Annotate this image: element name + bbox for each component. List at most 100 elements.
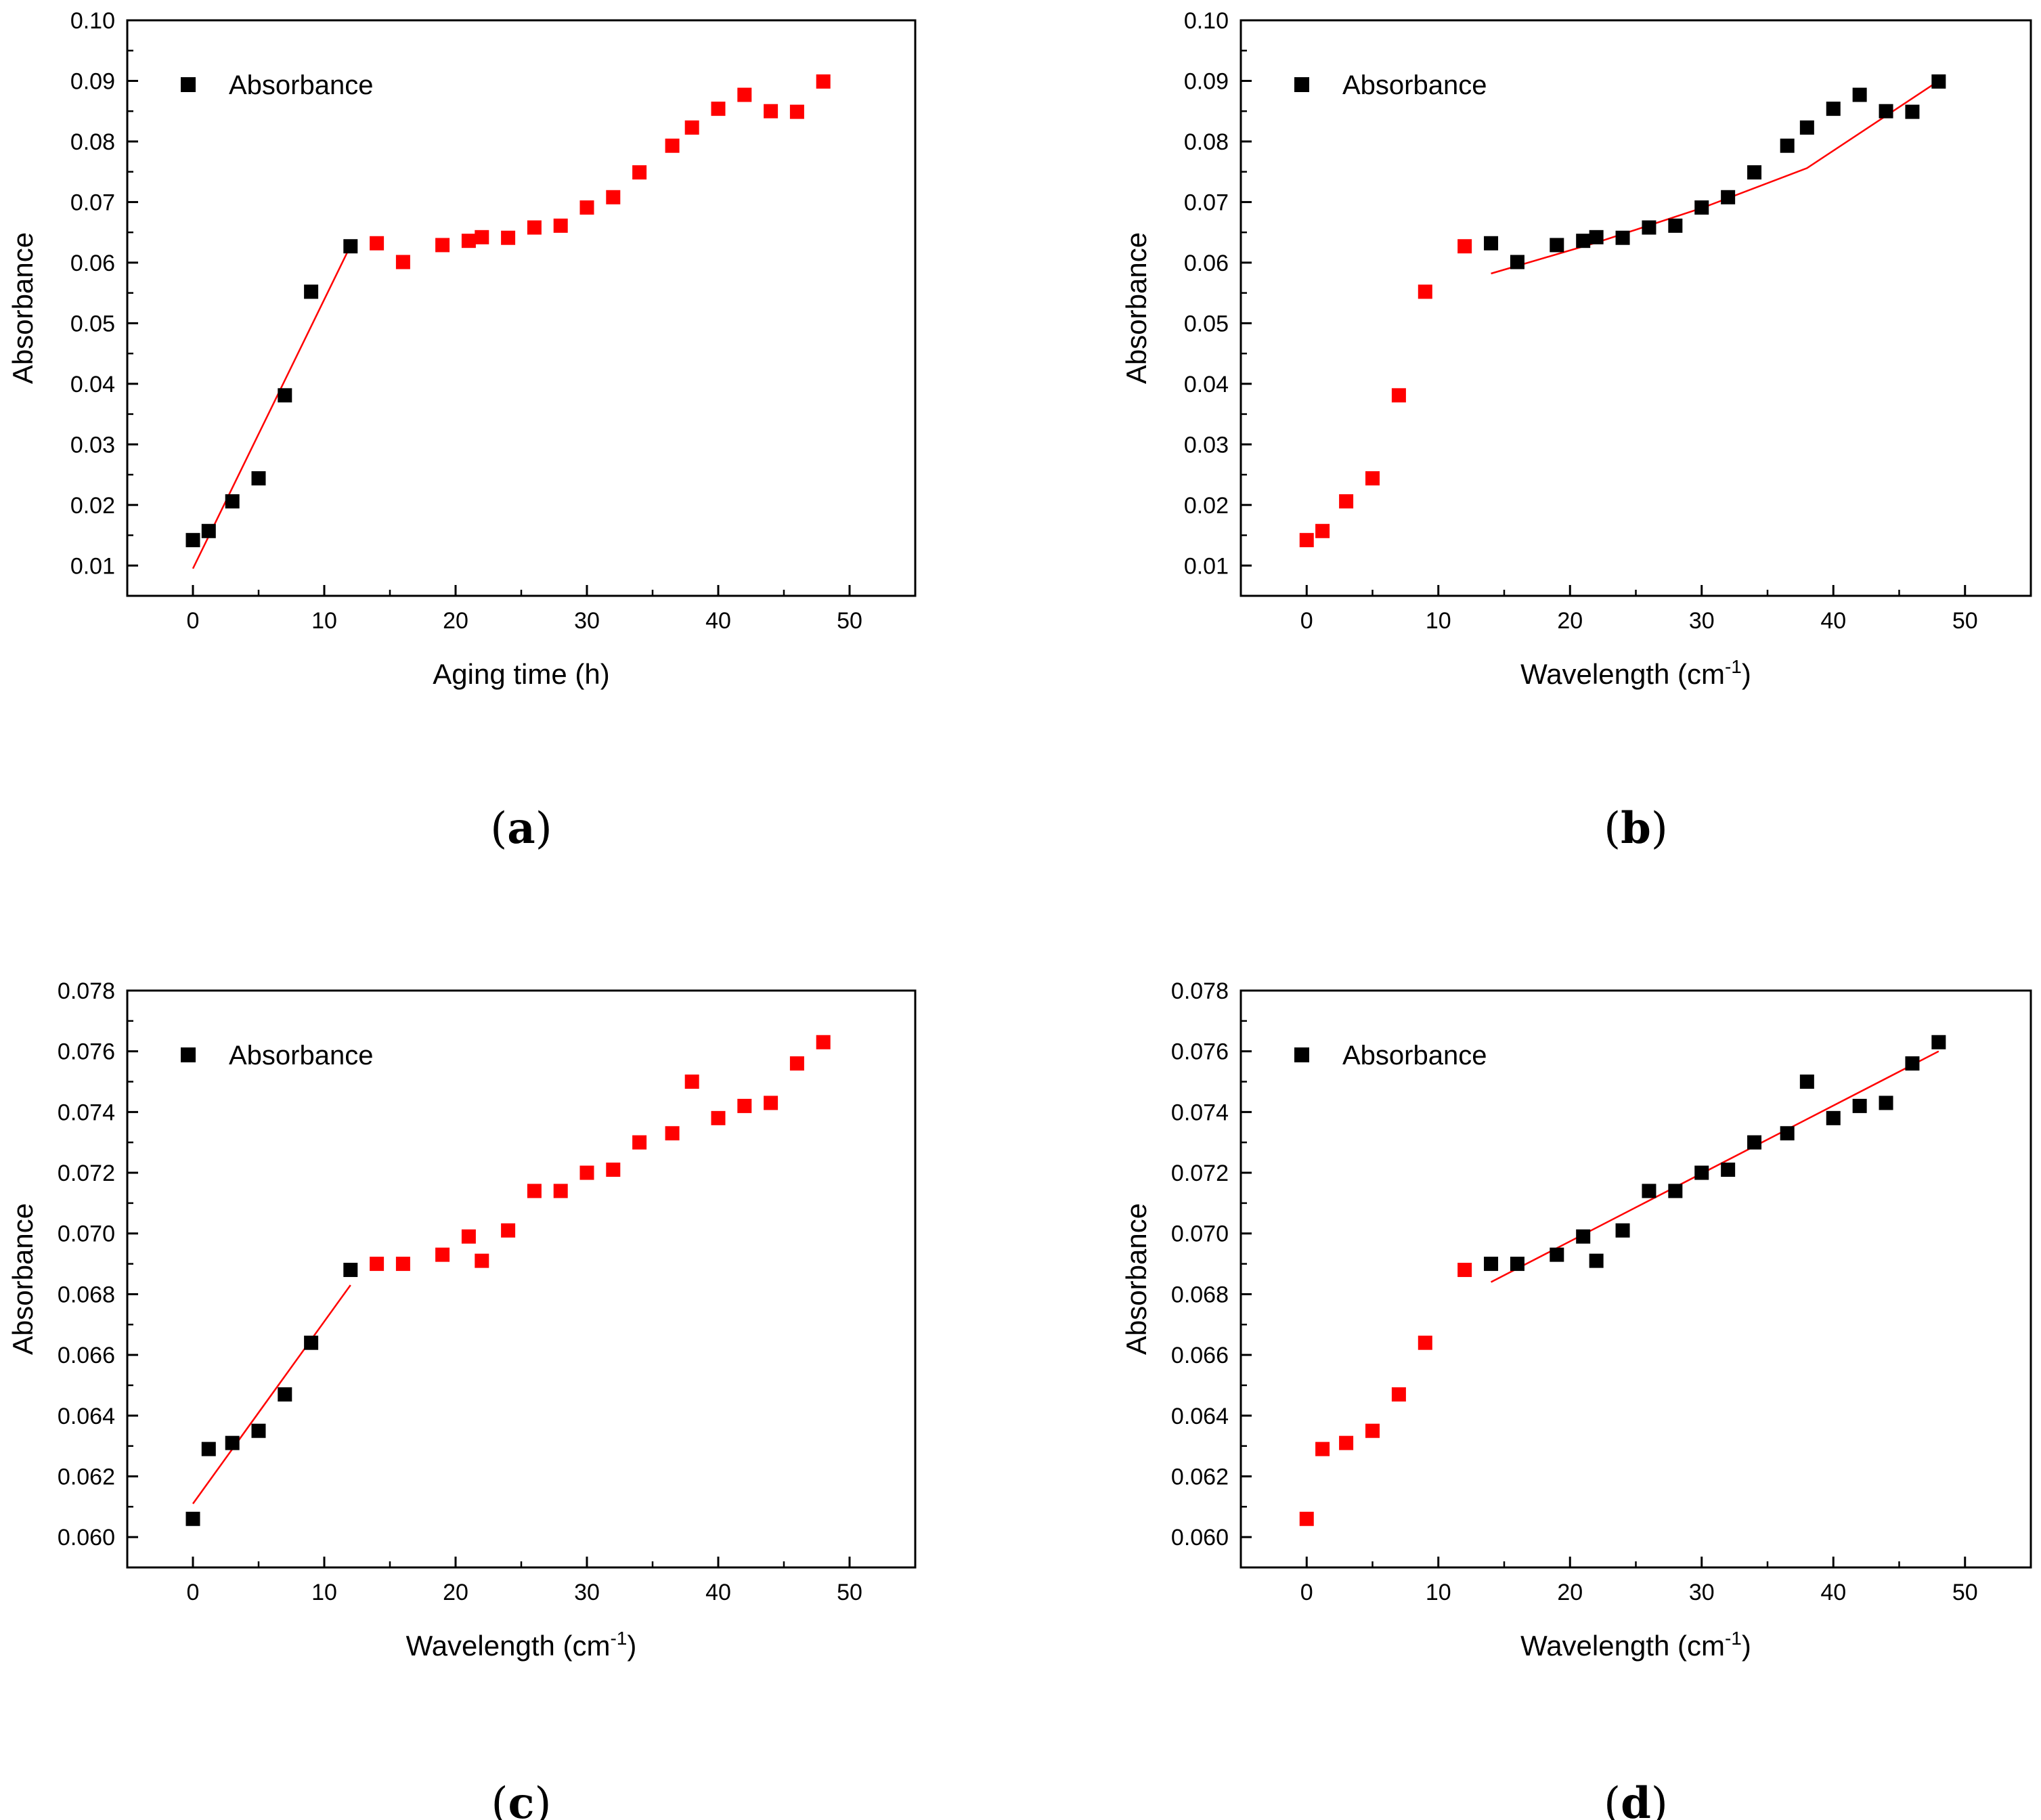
y-tick-label: 0.072 — [58, 1161, 115, 1186]
y-axis-label: Absorbance — [7, 1203, 39, 1355]
data-point-black — [278, 1387, 292, 1402]
x-tick-label: 10 — [1426, 1580, 1451, 1605]
data-point-red — [435, 1247, 450, 1262]
data-point-red — [370, 1257, 385, 1272]
data-point-black — [1484, 1257, 1499, 1272]
y-axis-label: Absorbance — [1120, 1203, 1152, 1355]
x-tick-label: 30 — [574, 1580, 600, 1605]
y-tick-label: 0.064 — [58, 1404, 115, 1429]
y-tick-label: 0.072 — [1171, 1161, 1229, 1186]
x-tick-label: 20 — [443, 608, 468, 634]
data-point-black — [1905, 104, 1920, 119]
y-tick-label: 0.03 — [70, 432, 115, 458]
y-tick-label: 0.064 — [1171, 1404, 1229, 1429]
legend-marker — [1294, 1047, 1309, 1062]
legend-label: Absorbance — [229, 70, 373, 100]
chart-panel-a: 0 10 20 30 40 50 0.01 0.02 0.03 0.04 0.05 0.06 0.07 0… — [7, 8, 917, 854]
data-point-red — [501, 1223, 516, 1238]
data-point-black — [1510, 255, 1524, 269]
x-tick-label: 50 — [837, 1580, 862, 1605]
data-point-black — [251, 1423, 266, 1438]
y-tick-label: 0.01 — [1184, 553, 1229, 579]
data-point-black — [1576, 234, 1591, 248]
y-tick-label: 0.05 — [1184, 311, 1229, 337]
plot-frame — [126, 989, 917, 1569]
data-point-red — [1299, 1511, 1314, 1526]
fit-line — [192, 245, 351, 569]
legend-marker — [181, 1047, 196, 1062]
data-point-red — [461, 1229, 476, 1244]
data-point-black — [1879, 1096, 1893, 1110]
data-point-black — [1510, 1257, 1524, 1272]
data-point-red — [684, 1075, 699, 1089]
panel-label: (b) — [1604, 803, 1668, 854]
data-point-red — [1339, 1435, 1354, 1450]
y-tick-label: 0.076 — [1171, 1039, 1229, 1065]
y-tick-label: 0.09 — [1184, 68, 1229, 94]
data-point-red — [553, 218, 568, 233]
data-point-black — [1826, 102, 1841, 116]
data-point-red — [553, 1184, 568, 1198]
y-tick-label: 0.09 — [70, 68, 115, 94]
data-point-black — [1931, 74, 1946, 89]
legend-marker — [181, 77, 196, 92]
data-point-black — [1642, 1184, 1656, 1198]
data-point-red — [789, 104, 804, 119]
data-point-red — [711, 1110, 726, 1125]
data-point-black — [1799, 120, 1814, 135]
x-axis-label: Wavelength (cm-1) — [1520, 1628, 1751, 1662]
x-tick-label: 30 — [574, 608, 600, 634]
data-point-black — [1852, 1098, 1867, 1113]
x-tick-label: 50 — [1952, 608, 1978, 634]
x-tick-label: 0 — [1300, 608, 1313, 634]
data-point-black — [1694, 200, 1709, 215]
data-point-red — [737, 1098, 752, 1113]
data-point-red — [1315, 523, 1330, 538]
data-point-black — [1484, 236, 1499, 251]
y-tick-label: 0.074 — [1171, 1100, 1229, 1125]
y-tick-label: 0.10 — [70, 8, 115, 34]
data-point-black — [1694, 1165, 1709, 1180]
data-point-black — [225, 1435, 240, 1450]
data-point-red — [527, 1184, 542, 1198]
x-tick-label: 40 — [705, 1580, 731, 1605]
data-point-red — [764, 104, 778, 118]
data-point-black — [304, 1335, 319, 1350]
data-point-black — [1747, 1135, 1762, 1150]
x-axis-label: Aging time (h) — [433, 658, 609, 690]
data-point-black — [1931, 1035, 1946, 1049]
data-point-black — [1799, 1075, 1814, 1089]
y-tick-label: 0.02 — [70, 493, 115, 519]
data-point-black — [1668, 218, 1683, 233]
data-point-red — [579, 200, 594, 215]
data-point-black — [1589, 230, 1604, 244]
legend-label: Absorbance — [229, 1041, 373, 1070]
chart-panel-b: 0 10 20 30 40 50 0.01 0.02 0.03 0.04 0.05 0.06 0.07 0… — [1120, 8, 2032, 854]
data-point-red — [632, 165, 647, 180]
data-point-black — [225, 494, 240, 508]
legend-marker — [1294, 77, 1309, 92]
data-point-black — [1780, 138, 1795, 153]
data-point-red — [1418, 284, 1432, 299]
data-point-black — [1615, 1223, 1630, 1238]
legend-label: Absorbance — [1342, 70, 1487, 100]
x-tick-label: 0 — [187, 1580, 200, 1605]
y-tick-label: 0.060 — [58, 1525, 115, 1551]
data-point-red — [370, 236, 385, 251]
data-point-red — [789, 1056, 804, 1071]
data-point-red — [461, 234, 476, 248]
chart-panel-d: 0 10 20 30 40 50 0.060 0.062 0.064 0.066 0.068 0.07… — [1120, 978, 2032, 1820]
x-tick-label: 10 — [311, 608, 337, 634]
data-point-black — [343, 239, 358, 254]
x-tick-label: 40 — [1820, 608, 1846, 634]
x-tick-label: 30 — [1689, 1580, 1715, 1605]
y-tick-label: 0.02 — [1184, 493, 1229, 519]
data-point-red — [606, 1163, 621, 1177]
data-point-red — [527, 220, 542, 235]
data-point-black — [1642, 220, 1656, 235]
y-tick-label: 0.07 — [1184, 190, 1229, 215]
data-point-black — [343, 1263, 358, 1278]
x-tick-label: 0 — [187, 608, 200, 634]
data-point-black — [251, 471, 266, 485]
